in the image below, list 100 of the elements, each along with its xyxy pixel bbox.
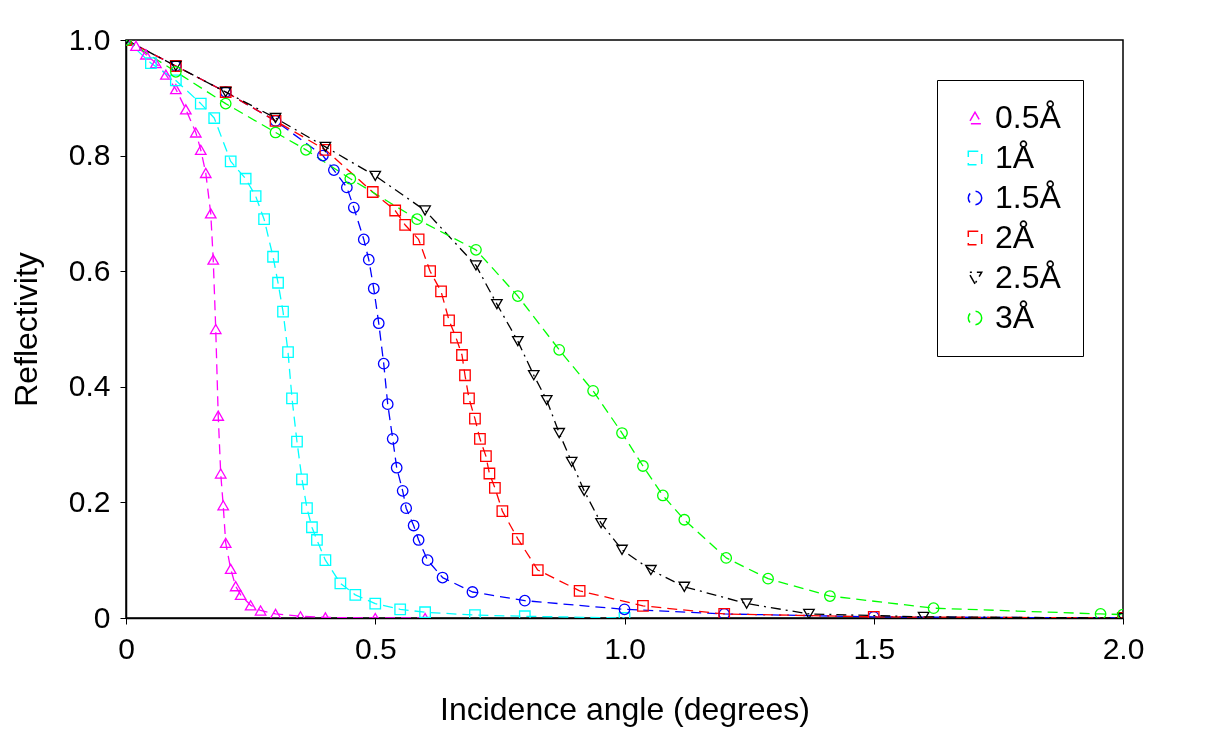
point xyxy=(489,482,501,494)
point xyxy=(130,40,142,51)
point xyxy=(204,208,217,219)
point xyxy=(301,502,313,515)
point xyxy=(540,394,553,406)
point xyxy=(518,594,531,607)
point xyxy=(372,317,385,330)
point xyxy=(282,346,294,359)
point xyxy=(258,213,270,226)
x-tick-label: 0 xyxy=(118,631,135,665)
point xyxy=(344,172,357,185)
point xyxy=(496,505,509,517)
point xyxy=(803,608,815,618)
y-axis-title: Reflectivity xyxy=(7,252,44,407)
point xyxy=(300,143,312,156)
legend-label: 2Å xyxy=(995,219,1035,255)
y-tick-label: 0 xyxy=(93,600,111,634)
point xyxy=(720,552,733,564)
point xyxy=(296,473,308,486)
point xyxy=(421,554,434,567)
point xyxy=(199,167,212,179)
point xyxy=(169,65,182,78)
point xyxy=(194,97,207,110)
x-tick-label: 0.5 xyxy=(354,631,397,665)
point xyxy=(207,254,220,265)
point xyxy=(189,127,202,138)
point xyxy=(390,461,403,474)
point xyxy=(150,57,162,69)
point xyxy=(311,534,323,546)
point xyxy=(381,398,394,411)
point xyxy=(578,485,591,497)
point xyxy=(377,357,390,370)
point xyxy=(224,155,237,168)
point xyxy=(678,513,691,526)
point xyxy=(1094,608,1107,618)
point xyxy=(463,392,475,405)
point xyxy=(217,500,230,511)
y-tick-label: 0.4 xyxy=(68,369,111,403)
point xyxy=(396,484,409,497)
point xyxy=(306,521,318,534)
point xyxy=(480,450,492,463)
point xyxy=(229,581,242,592)
point xyxy=(369,597,382,610)
point xyxy=(269,126,282,139)
y-tick-label: 1.0 xyxy=(68,22,111,56)
point xyxy=(511,532,524,545)
point xyxy=(490,298,503,310)
point xyxy=(553,343,566,356)
point xyxy=(443,314,455,327)
point xyxy=(411,213,424,226)
point xyxy=(469,609,481,618)
point xyxy=(565,456,578,468)
point xyxy=(140,49,152,60)
point xyxy=(419,606,431,618)
point xyxy=(823,590,836,602)
point xyxy=(553,427,566,439)
legend-label: 2.5Å xyxy=(995,259,1062,295)
point xyxy=(678,581,691,592)
point xyxy=(327,164,340,176)
point xyxy=(145,57,157,70)
point xyxy=(347,201,360,214)
point xyxy=(595,518,607,529)
point xyxy=(470,243,482,256)
point xyxy=(527,370,540,381)
point xyxy=(219,97,232,110)
point xyxy=(762,572,774,585)
point xyxy=(267,250,279,263)
point xyxy=(511,335,524,347)
point xyxy=(399,219,412,231)
point xyxy=(412,233,425,246)
point xyxy=(637,460,649,472)
point xyxy=(208,112,221,124)
legend-label: 1Å xyxy=(995,139,1035,175)
point xyxy=(450,331,462,344)
point xyxy=(740,598,753,609)
point xyxy=(317,149,329,162)
y-tick-label: 0.8 xyxy=(68,138,111,172)
point xyxy=(394,603,407,616)
legend-label: 0.5Å xyxy=(995,99,1062,135)
point xyxy=(456,349,468,361)
point xyxy=(656,489,669,502)
point xyxy=(531,564,544,576)
point xyxy=(616,427,628,439)
point xyxy=(244,600,257,611)
point xyxy=(277,305,289,318)
point xyxy=(334,577,347,590)
y-tick-label: 0.2 xyxy=(68,484,111,518)
point xyxy=(573,584,586,597)
x-tick-label: 2.0 xyxy=(1102,631,1145,665)
point xyxy=(254,605,267,616)
point xyxy=(367,282,380,295)
point xyxy=(194,144,207,156)
point xyxy=(637,599,649,612)
point xyxy=(645,564,657,576)
legend-label: 3Å xyxy=(995,299,1035,335)
point xyxy=(291,435,303,448)
point xyxy=(214,468,227,479)
point xyxy=(470,260,482,271)
point xyxy=(386,432,399,445)
x-axis-title: Incidence angle (degrees) xyxy=(439,690,811,727)
